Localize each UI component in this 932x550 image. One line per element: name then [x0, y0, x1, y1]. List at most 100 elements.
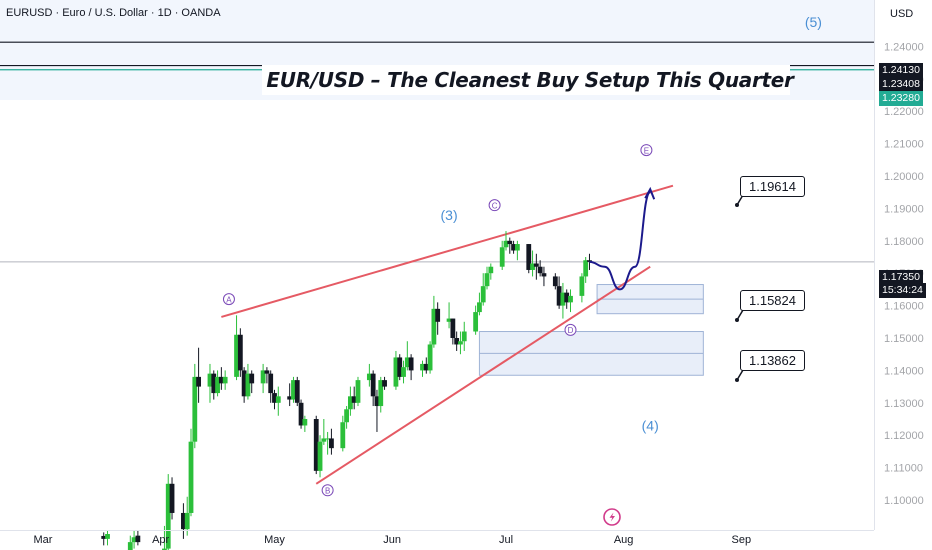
- candle-body: [222, 376, 228, 384]
- symbol-info[interactable]: EURUSD · Euro / U.S. Dollar · 1D · OANDA: [6, 7, 221, 19]
- chart-title: EUR/USD – The Cleanest Buy Setup This Qu…: [266, 68, 794, 92]
- wave-label: D: [568, 326, 574, 335]
- wave-circle: [222, 293, 235, 306]
- candle-body: [579, 276, 585, 296]
- tradingview-watermark-icon: [603, 508, 621, 526]
- candle-body: [382, 380, 387, 387]
- candle: [560, 282, 566, 319]
- callout-pointer-dot: [735, 203, 739, 207]
- candle-body: [526, 244, 532, 270]
- candle: [378, 376, 384, 413]
- candle: [499, 240, 505, 270]
- candle-body: [245, 373, 251, 397]
- time-axis[interactable]: [0, 530, 874, 550]
- candle-body: [378, 380, 384, 407]
- candle: [366, 363, 372, 387]
- candle: [135, 530, 141, 546]
- candle: [488, 263, 494, 280]
- candle: [264, 367, 270, 384]
- candle-body: [533, 263, 539, 267]
- candle-body: [287, 396, 293, 400]
- candle: [344, 406, 349, 429]
- candle: [207, 363, 213, 403]
- wave-label: (5): [805, 14, 822, 30]
- wave-label: B: [325, 486, 330, 495]
- candle: [325, 431, 331, 455]
- candle: [162, 525, 167, 550]
- x-tick-label: Jun: [383, 534, 401, 546]
- candle-body: [275, 396, 281, 403]
- candle: [321, 419, 327, 445]
- candle-body: [488, 266, 494, 274]
- candle-body: [264, 370, 270, 374]
- candle: [374, 389, 380, 432]
- candle: [370, 370, 376, 407]
- candle-body: [135, 535, 141, 543]
- candle-body: [537, 266, 543, 274]
- candle-body: [165, 483, 171, 549]
- candle: [351, 386, 357, 410]
- candle-body: [294, 380, 300, 403]
- support-callout-2[interactable]: 1.13862: [740, 350, 805, 371]
- candle: [397, 354, 403, 381]
- candle: [507, 237, 513, 254]
- candle-body: [237, 334, 243, 371]
- projection-layer: [589, 186, 656, 291]
- candle-body: [446, 318, 452, 322]
- candle: [218, 367, 224, 390]
- x-tick-label: Sep: [731, 534, 751, 546]
- candle: [188, 428, 194, 517]
- candle-body: [454, 338, 460, 345]
- candle-body: [291, 380, 296, 400]
- candle-body: [181, 512, 186, 530]
- x-ticks-layer: Mar Apr May Jun Jul Aug Sep: [34, 534, 752, 546]
- candle-body: [325, 438, 331, 440]
- trendline-lower: [315, 265, 651, 485]
- candle: [169, 477, 175, 520]
- candle-body: [503, 240, 509, 248]
- candle-body: [272, 393, 277, 403]
- last-price-tag: 1.17350: [879, 270, 923, 285]
- candle-body: [450, 318, 456, 338]
- title-banner: EUR/USD – The Cleanest Buy Setup This Qu…: [262, 65, 794, 95]
- price-tag-2: 1.23408: [879, 77, 923, 92]
- candle: [401, 360, 406, 384]
- candle-body: [302, 419, 308, 426]
- price-tag-3: 1.23280: [879, 91, 923, 106]
- candle-body: [427, 344, 433, 371]
- wave-circle: [564, 323, 577, 336]
- candle: [165, 474, 171, 550]
- candle: [184, 496, 190, 536]
- candle: [234, 315, 239, 381]
- target-callout[interactable]: 1.19614: [740, 176, 805, 197]
- candle: [101, 532, 107, 546]
- projection-path: [589, 191, 652, 291]
- candle: [245, 363, 251, 400]
- candle-body: [408, 357, 414, 371]
- candle: [298, 399, 304, 429]
- candle-body: [541, 273, 547, 277]
- candle-body: [552, 276, 558, 287]
- candle-body: [162, 548, 167, 550]
- support-callout-1[interactable]: 1.15824: [740, 290, 805, 311]
- candle: [514, 240, 520, 261]
- candle-body: [366, 373, 372, 381]
- candle: [287, 383, 293, 407]
- zones-layer: [478, 284, 704, 376]
- candle-body: [188, 441, 194, 513]
- candle: [461, 321, 467, 351]
- price-tag-1: 1.24130: [879, 63, 923, 78]
- candle-body: [298, 402, 304, 426]
- candle: [131, 530, 137, 549]
- wave-label: A: [226, 295, 232, 304]
- candle: [404, 341, 410, 371]
- candle: [268, 370, 274, 403]
- x-tick-label: May: [264, 534, 285, 546]
- candle: [423, 357, 429, 374]
- candle-body: [420, 363, 425, 371]
- candle: [473, 305, 479, 335]
- candle-body: [458, 341, 463, 345]
- candle: [503, 231, 509, 251]
- candle-body: [423, 363, 429, 371]
- candle-body: [370, 373, 376, 397]
